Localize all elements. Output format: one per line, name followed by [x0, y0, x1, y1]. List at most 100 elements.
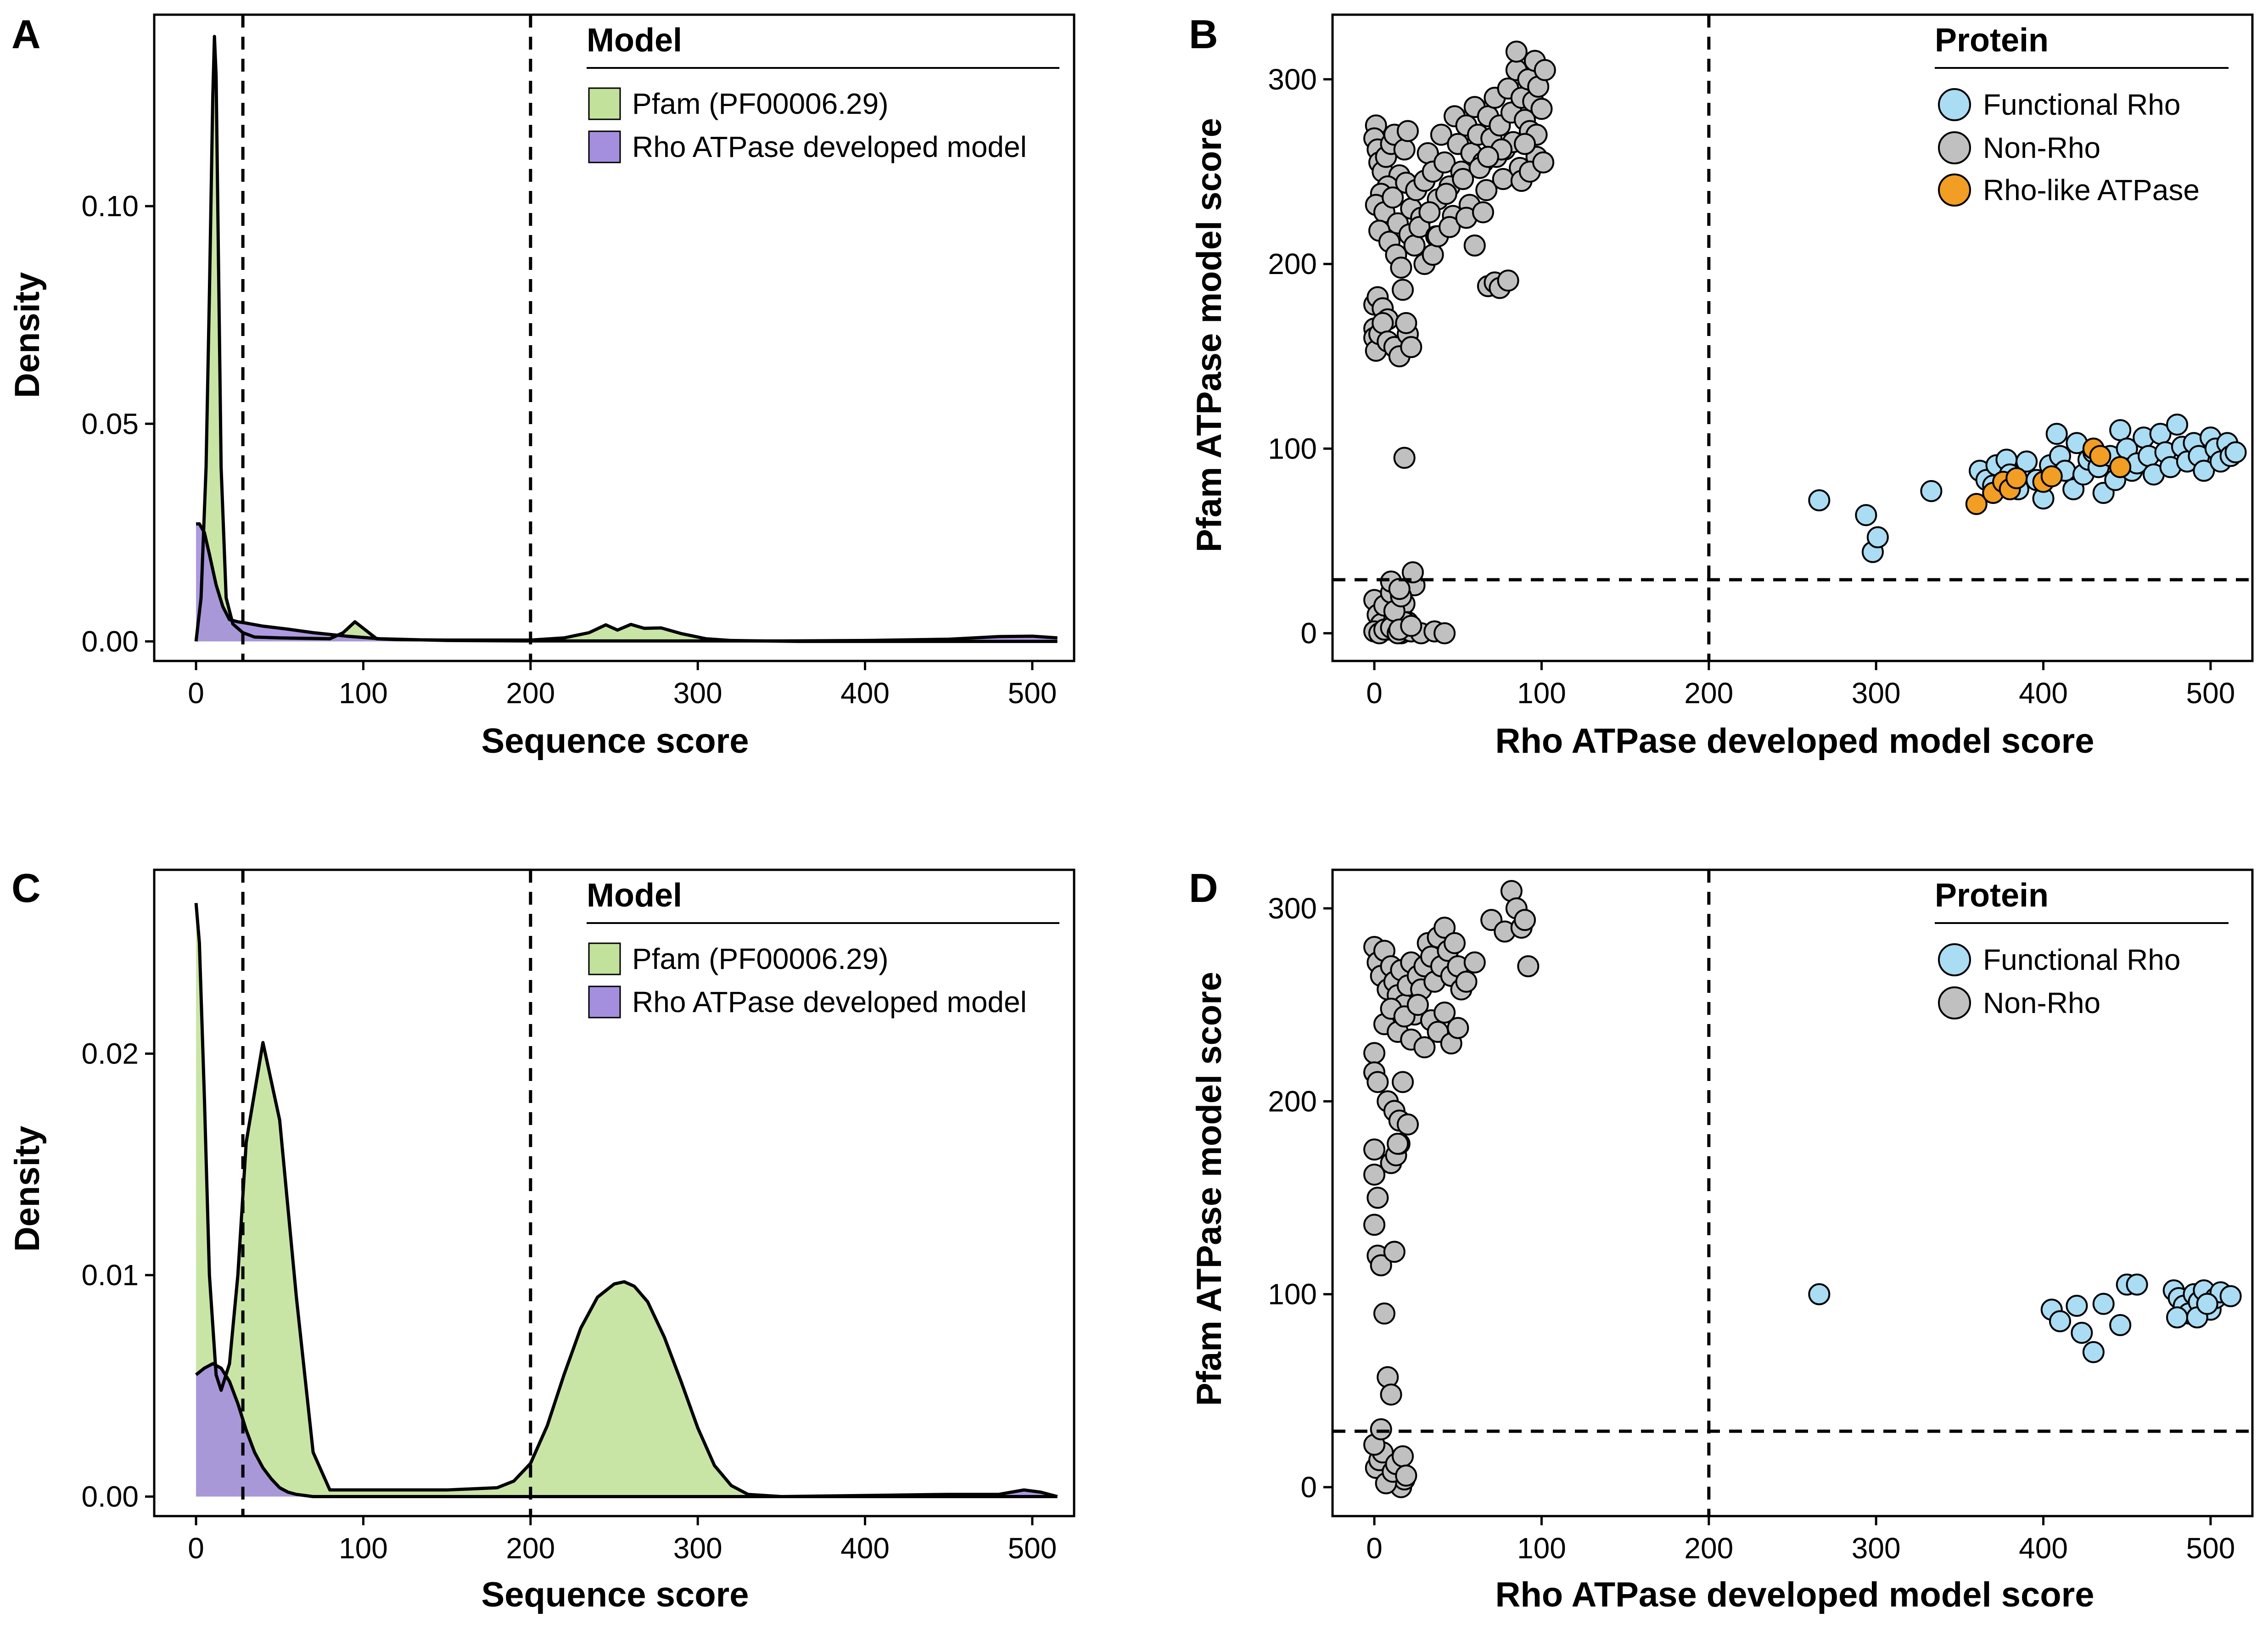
x-tick-label-500-c: 500 [1008, 1532, 1057, 1565]
legend-marker-non-rho-d [1938, 986, 1971, 1019]
legend-label-functional-rho-d: Functional Rho [1983, 943, 2180, 976]
x-tick-label-400-d: 400 [2019, 1532, 2068, 1565]
point-rho-like-atpase-b [1965, 493, 1988, 515]
y-tick-label-3-b: 300 [1268, 63, 1317, 96]
point-rho-like-atpase-b [2040, 465, 2063, 487]
point-non-rho-d [1396, 1113, 1419, 1136]
y-tick-label-1-b: 100 [1268, 432, 1317, 465]
legend-marker-functional-rho-d [1938, 943, 1971, 976]
point-non-rho-d [1366, 1187, 1389, 1209]
x-axis-title-a: Sequence score [482, 722, 749, 761]
point-non-rho-d [1443, 932, 1466, 954]
x-tick-label-0-b: 0 [1366, 677, 1383, 710]
legend-title-a: Model [587, 22, 682, 59]
point-non-rho-b [1400, 615, 1422, 637]
legend-marker-functional-rho-b [1938, 88, 1971, 121]
point-functional-rho-d [2219, 1285, 2242, 1307]
point-functional-rho-b [1808, 489, 1831, 512]
point-non-rho-b [1434, 622, 1456, 644]
x-tick-label-400-c: 400 [840, 1532, 890, 1565]
point-non-rho-b [1434, 151, 1456, 174]
panel-letter-c: C [11, 865, 41, 911]
point-non-rho-d [1373, 1302, 1395, 1325]
point-non-rho-b [1530, 98, 1553, 120]
point-non-rho-d [1447, 1017, 1469, 1039]
point-functional-rho-d [2196, 1293, 2218, 1315]
panel-d: D 0 100 200 300 400 500 0 100 200 300 Rho ATPase … [1189, 865, 2254, 1614]
x-tick-label-400-a: 400 [840, 677, 890, 710]
point-non-rho-b [1372, 312, 1394, 334]
point-functional-rho-b [1866, 526, 1889, 549]
point-non-rho-b [1430, 123, 1452, 146]
point-non-rho-d [1363, 1042, 1386, 1064]
panel-b: B 0 100 200 300 400 500 0 100 200 300 Rho ATPase … [1189, 11, 2254, 761]
point-non-rho-b [1514, 133, 1536, 155]
x-tick-label-500-b: 500 [2186, 677, 2235, 710]
point-functional-rho-b [2045, 423, 2068, 445]
x-tick-label-500-d: 500 [2186, 1532, 2235, 1565]
point-functional-rho-b [2193, 459, 2215, 482]
point-non-rho-b [1390, 257, 1412, 279]
point-functional-rho-d [1808, 1283, 1831, 1305]
point-functional-rho-d [2166, 1306, 2189, 1329]
legend-swatch-rho-model-a [588, 130, 621, 163]
legend-label-non-rho-b: Non-Rho [1983, 131, 2100, 164]
y-tick-label-1-d: 100 [1268, 1278, 1317, 1311]
x-tick-label-200-c: 200 [506, 1532, 555, 1565]
point-functional-rho-b [2016, 450, 2038, 473]
y-axis-title-c: Density [8, 1126, 47, 1252]
point-functional-rho-b [2166, 414, 2189, 436]
point-non-rho-b [1497, 269, 1519, 292]
point-non-rho-d [1383, 1241, 1406, 1263]
legend-label-rho-model-a: Rho ATPase developed model [632, 130, 1027, 163]
plot-content-b [1333, 15, 2252, 661]
point-non-rho-b [1388, 578, 1411, 600]
legend-label-rho-like-b: Rho-like ATPase [1983, 174, 2200, 207]
plot-content-d [1333, 870, 2252, 1516]
point-non-rho-b [1418, 201, 1441, 224]
point-rho-like-atpase-b [2109, 456, 2132, 478]
x-axis-title-b: Rho ATPase developed model score [1495, 722, 2094, 761]
x-tick-label-100-a: 100 [339, 677, 388, 710]
point-non-rho-b [1505, 40, 1528, 63]
point-functional-rho-d [2082, 1341, 2105, 1363]
legend-label-non-rho-d: Non-Rho [1983, 986, 2100, 1019]
point-functional-rho-d [2126, 1273, 2148, 1296]
x-tick-label-500-a: 500 [1008, 677, 1057, 710]
point-non-rho-d [1380, 1383, 1402, 1406]
legend-marker-non-rho-b [1938, 131, 1971, 164]
point-non-rho-d [1434, 917, 1456, 939]
plot-frame-a [153, 13, 1075, 662]
legend-label-rho-model-c: Rho ATPase developed model [632, 985, 1027, 1019]
point-non-rho-d [1370, 1254, 1392, 1276]
panel-a: A 0 100 200 300 400 500 0.00 0.05 0.10 Sequence … [8, 11, 1075, 761]
legend-c: Model Pfam (PF00006.29) Rho ATPase devel… [587, 877, 1059, 1019]
point-non-rho-b [1392, 279, 1414, 301]
y-axis-title-d: Pfam ATPase model score [1190, 972, 1229, 1406]
x-tick-label-300-d: 300 [1852, 1532, 1901, 1565]
density-line-pfam-pf00006-29-c [194, 903, 1058, 1499]
legend-title-b: Protein [1935, 22, 2049, 59]
density-area-pfam-pf00006-29-c [196, 903, 1058, 1497]
plot-frame-b [1331, 13, 2254, 662]
point-functional-rho-b [1920, 480, 1943, 502]
y-tick-label-3-d: 300 [1268, 892, 1317, 925]
x-tick-label-200-a: 200 [506, 677, 555, 710]
point-non-rho-b [1403, 234, 1426, 257]
point-non-rho-b [1393, 447, 1416, 469]
point-non-rho-b [1439, 216, 1461, 238]
point-non-rho-b [1401, 561, 1424, 583]
plot-frame-c [153, 868, 1075, 1517]
point-functional-rho-d [2092, 1293, 2115, 1315]
legend-a: Model Pfam (PF00006.29) Rho ATPase devel… [587, 22, 1059, 163]
legend-swatch-pfam-a [588, 87, 621, 120]
point-non-rho-d [1413, 1036, 1436, 1058]
point-non-rho-d [1363, 1214, 1386, 1236]
point-non-rho-d [1363, 1164, 1386, 1186]
x-tick-label-400-b: 400 [2019, 677, 2068, 710]
y-tick-label-2-a: 0.10 [81, 190, 139, 223]
point-non-rho-b [1422, 243, 1444, 266]
panel-c: C 0 100 200 300 400 500 0.00 0.01 0.02 Sequence … [8, 865, 1075, 1614]
legend-title-d: Protein [1935, 877, 2049, 914]
